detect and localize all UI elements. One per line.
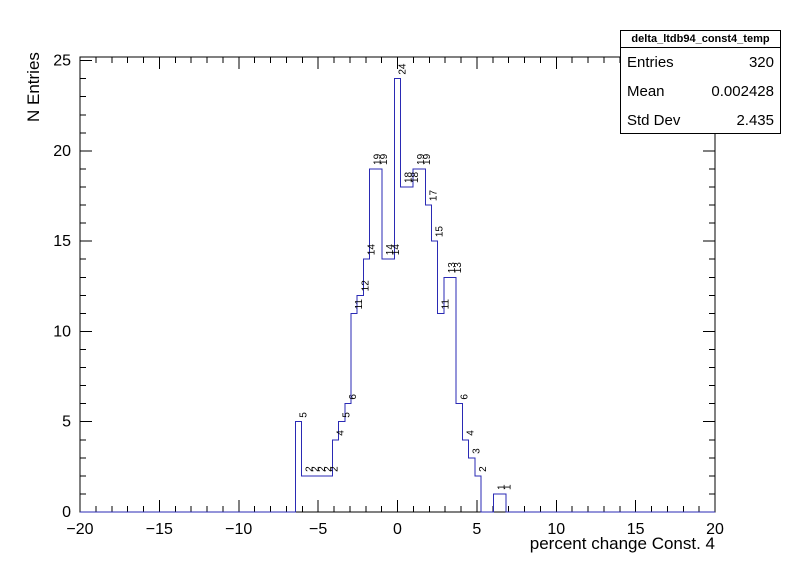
bin-count-label: 1: [496, 484, 507, 490]
stats-row: Std Dev 2.435: [621, 106, 780, 135]
stats-value-stddev: 2.435: [736, 112, 774, 129]
bin-count-label: 14: [391, 244, 402, 256]
stats-row: Entries 320: [621, 48, 780, 77]
stats-value-mean: 0.002428: [711, 83, 774, 100]
stats-box: Entries 320 Mean 0.002428 Std Dev 2.435: [620, 47, 781, 134]
svg-text:15: 15: [627, 521, 645, 538]
bin-count-label: 13: [447, 262, 458, 274]
bin-count-label: 2: [478, 466, 489, 472]
bin-count-label: 2: [323, 466, 334, 472]
svg-text:−10: −10: [225, 521, 252, 538]
bin-count-label: 14: [385, 244, 396, 256]
svg-text:−5: −5: [309, 521, 327, 538]
bin-count-label: 6: [348, 394, 359, 400]
svg-text:0: 0: [393, 521, 402, 538]
svg-text:5: 5: [62, 414, 71, 431]
svg-text:20: 20: [706, 521, 724, 538]
bin-count-label: 11: [354, 299, 365, 310]
svg-text:10: 10: [53, 323, 71, 340]
histogram-line: [80, 78, 715, 513]
bin-count-label: 6: [459, 394, 470, 400]
svg-text:−20: −20: [66, 521, 93, 538]
bin-count-label: 24: [397, 63, 408, 75]
histogram-title: delta_ltdb94_const4_temp: [631, 33, 770, 45]
x-tick-labels: −20 −15 −10 −5 0 5 10 15 20: [66, 521, 724, 538]
bin-count-label: 13: [453, 262, 464, 274]
bin-count-label: 19: [379, 153, 390, 165]
bin-count-label: 2: [305, 466, 316, 472]
stats-label-mean: Mean: [627, 83, 665, 100]
stats-label-entries: Entries: [627, 54, 674, 71]
y-tick-labels: 0 5 10 15 20 25: [53, 53, 71, 521]
svg-text:20: 20: [53, 143, 71, 160]
svg-text:10: 10: [547, 521, 565, 538]
bin-count-label: 3: [472, 448, 483, 454]
bin-count-label: 12: [360, 280, 371, 292]
bin-count-label: 2: [329, 466, 340, 472]
bin-count-label: 5: [342, 412, 353, 418]
bin-count-label: 4: [466, 430, 477, 436]
bin-count-label: 19: [373, 153, 384, 165]
bin-count-label: 19: [422, 153, 433, 165]
stats-label-stddev: Std Dev: [627, 112, 681, 129]
bin-count-label: 15: [435, 226, 446, 238]
bin-count-label: 2: [311, 466, 322, 472]
svg-text:5: 5: [472, 521, 481, 538]
bin-count-label: 1: [503, 484, 514, 490]
bin-count-label: 11: [441, 299, 452, 310]
svg-text:15: 15: [53, 233, 71, 250]
bin-count-label: 14: [366, 244, 377, 256]
y-axis-title: N Entries: [24, 52, 43, 122]
svg-text:0: 0: [62, 504, 71, 521]
bin-count-label: 19: [416, 153, 427, 165]
x-axis-title: percent change Const. 4: [529, 534, 715, 553]
bin-count-label: 17: [428, 189, 439, 201]
svg-text:−15: −15: [146, 521, 173, 538]
stats-row: Mean 0.002428: [621, 77, 780, 106]
stats-value-entries: 320: [748, 54, 774, 71]
bin-labels: 5222224561112141919141424181819191715111…: [298, 63, 513, 490]
bin-count-label: 18: [404, 171, 415, 183]
bin-count-label: 5: [298, 412, 309, 418]
svg-text:25: 25: [53, 53, 71, 70]
bin-count-label: 4: [336, 430, 347, 436]
histogram-title-pave: delta_ltdb94_const4_temp: [620, 30, 781, 48]
bin-count-label: 18: [410, 171, 421, 183]
bin-count-label: 2: [317, 466, 328, 472]
